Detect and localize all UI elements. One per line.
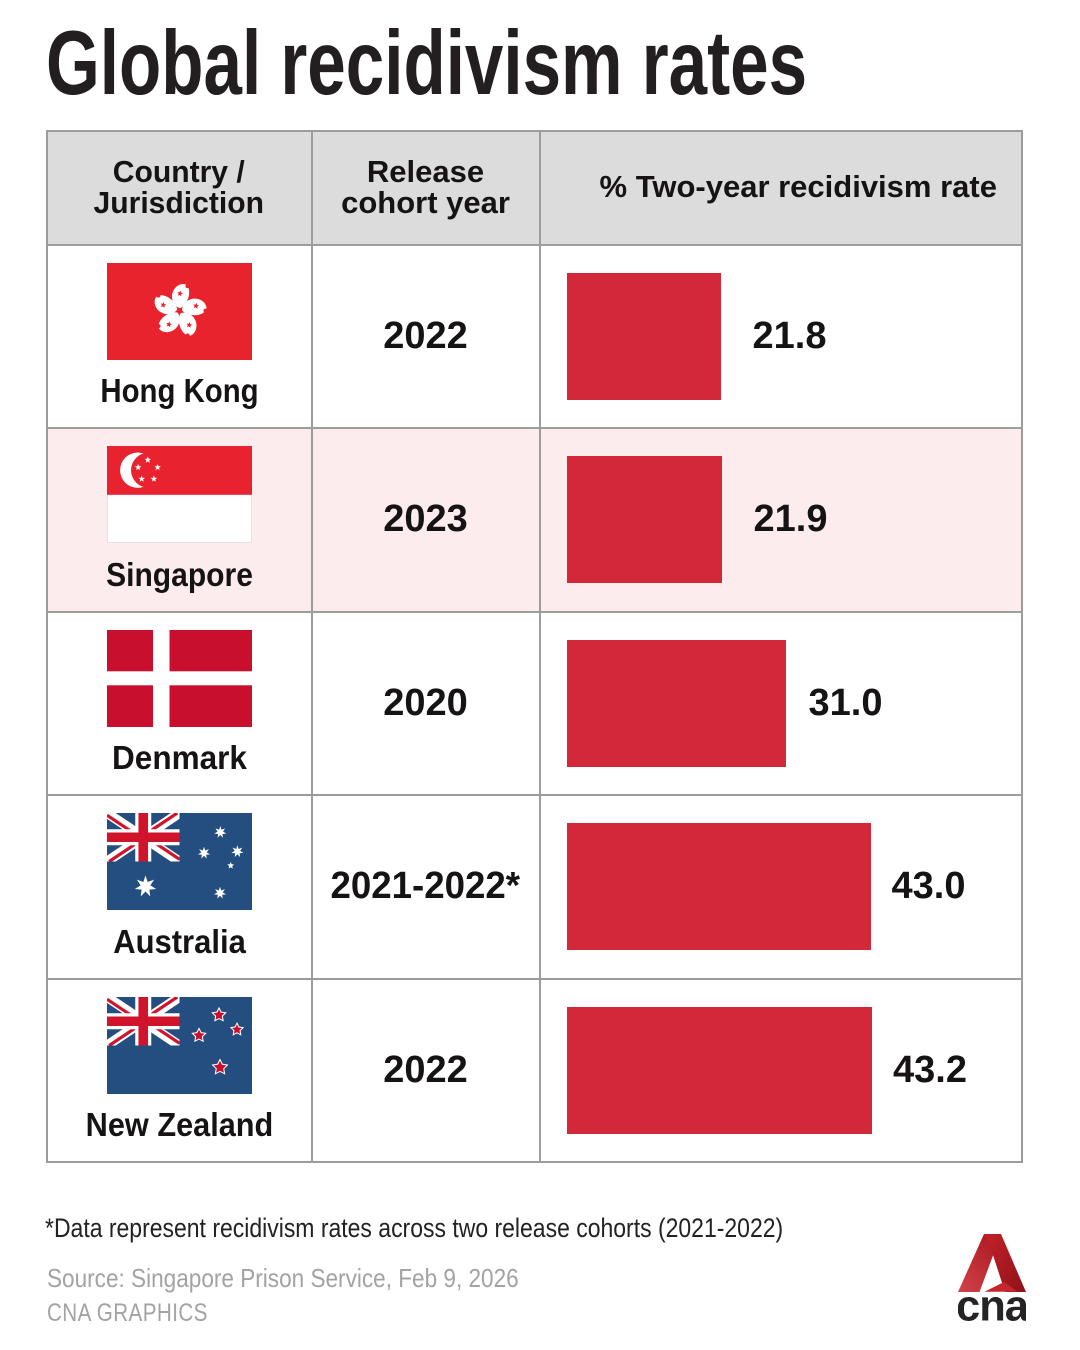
svg-text:cna: cna (958, 1282, 1026, 1322)
